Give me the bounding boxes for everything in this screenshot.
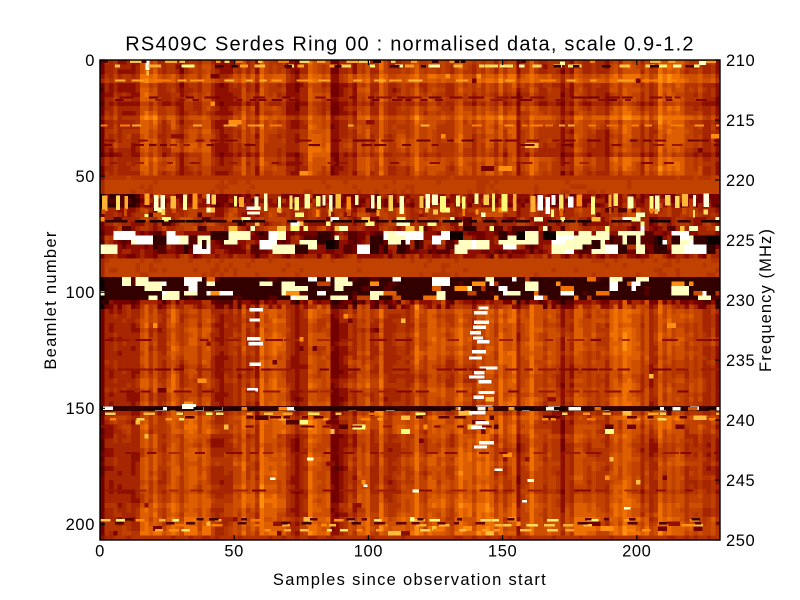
svg-text:200: 200: [622, 543, 651, 561]
svg-text:200: 200: [66, 516, 95, 534]
svg-text:0: 0: [85, 52, 95, 70]
svg-text:0: 0: [95, 543, 105, 561]
svg-text:150: 150: [488, 543, 517, 561]
svg-text:250: 250: [726, 532, 755, 550]
svg-text:Frequency (MHz): Frequency (MHz): [757, 228, 775, 372]
svg-text:245: 245: [726, 472, 755, 490]
svg-text:50: 50: [75, 168, 95, 186]
svg-text:Samples since observation star: Samples since observation start: [273, 571, 547, 589]
svg-text:220: 220: [726, 172, 755, 190]
svg-text:225: 225: [726, 232, 755, 250]
svg-text:Beamlet number: Beamlet number: [42, 230, 60, 369]
svg-text:235: 235: [726, 352, 755, 370]
svg-text:100: 100: [354, 543, 383, 561]
svg-text:230: 230: [726, 292, 755, 310]
svg-text:215: 215: [726, 112, 755, 130]
svg-text:50: 50: [224, 543, 244, 561]
svg-text:150: 150: [66, 400, 95, 418]
svg-text:100: 100: [66, 284, 95, 302]
svg-text:210: 210: [726, 52, 755, 70]
svg-text:RS409C Serdes Ring 00 : normal: RS409C Serdes Ring 00 : normalised data,…: [125, 34, 695, 56]
svg-text:240: 240: [726, 412, 755, 430]
